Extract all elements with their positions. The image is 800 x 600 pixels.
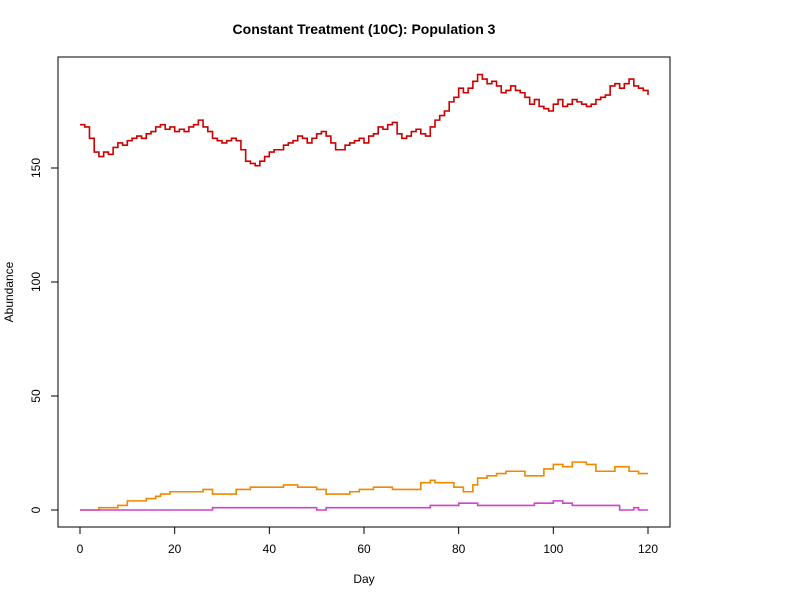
y-axis-label: Abundance xyxy=(2,261,16,322)
x-tick-label: 20 xyxy=(168,542,182,556)
y-tick-label: 50 xyxy=(29,389,43,403)
y-tick-label: 100 xyxy=(29,272,43,292)
y-tick-label: 150 xyxy=(29,158,43,178)
chart-title: Constant Treatment (10C): Population 3 xyxy=(233,21,496,37)
x-axis: 0 20 40 60 80 100 120 xyxy=(77,526,658,556)
x-tick-label: 100 xyxy=(543,542,563,556)
series-line-2 xyxy=(80,461,648,511)
y-axis: 0 50 100 150 xyxy=(29,158,59,513)
series-line-1 xyxy=(80,73,649,167)
x-tick-label: 60 xyxy=(357,542,371,556)
series-layer xyxy=(80,73,649,511)
x-tick-label: 80 xyxy=(452,542,466,556)
x-tick-label: 0 xyxy=(77,542,84,556)
y-tick-label: 0 xyxy=(29,506,43,513)
x-tick-label: 120 xyxy=(638,542,658,556)
series-line-3 xyxy=(80,500,648,511)
x-axis-label: Day xyxy=(353,572,374,586)
x-tick-label: 40 xyxy=(263,542,277,556)
